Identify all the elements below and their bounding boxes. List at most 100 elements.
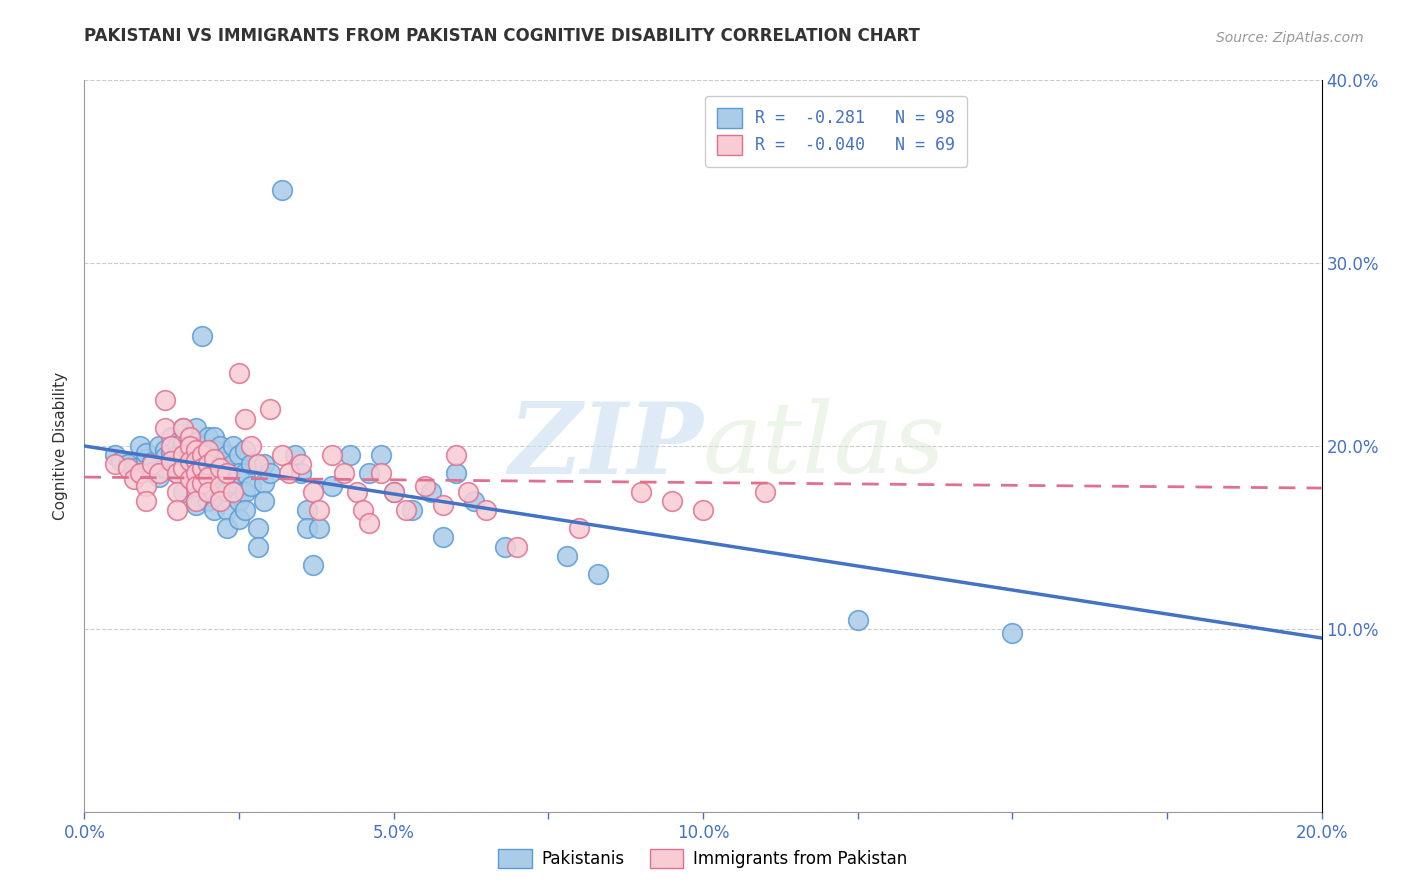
Point xyxy=(209,490,232,504)
Point xyxy=(135,446,157,460)
Point xyxy=(191,453,214,467)
Point xyxy=(271,448,294,462)
Point xyxy=(197,430,219,444)
Point xyxy=(240,458,263,472)
Point xyxy=(661,493,683,508)
Point xyxy=(166,467,188,481)
Point xyxy=(222,484,245,499)
Point xyxy=(228,493,250,508)
Point xyxy=(160,430,183,444)
Point xyxy=(568,521,591,535)
Point xyxy=(197,458,219,472)
Point xyxy=(202,430,225,444)
Point xyxy=(197,442,219,457)
Point xyxy=(259,402,281,417)
Point xyxy=(104,458,127,472)
Point xyxy=(444,448,467,462)
Point xyxy=(253,475,276,490)
Point xyxy=(215,467,238,481)
Point xyxy=(209,479,232,493)
Point xyxy=(228,467,250,481)
Point xyxy=(209,439,232,453)
Point xyxy=(432,498,454,512)
Point xyxy=(302,558,325,572)
Point xyxy=(321,448,343,462)
Point xyxy=(202,461,225,475)
Point xyxy=(357,467,380,481)
Point xyxy=(1001,625,1024,640)
Point xyxy=(179,430,201,444)
Point xyxy=(295,503,318,517)
Point xyxy=(166,448,188,462)
Point xyxy=(122,461,145,475)
Point xyxy=(290,458,312,472)
Point xyxy=(413,479,436,493)
Point xyxy=(135,451,157,466)
Point xyxy=(179,439,201,453)
Point xyxy=(148,470,170,484)
Point xyxy=(457,484,479,499)
Point xyxy=(846,613,869,627)
Point xyxy=(233,503,256,517)
Point xyxy=(692,503,714,517)
Point xyxy=(370,467,392,481)
Point xyxy=(184,453,207,467)
Point xyxy=(117,461,139,475)
Point xyxy=(191,439,214,453)
Point xyxy=(222,458,245,472)
Point xyxy=(191,329,214,343)
Point xyxy=(277,467,299,481)
Point xyxy=(179,470,201,484)
Point xyxy=(240,479,263,493)
Point xyxy=(184,435,207,450)
Point xyxy=(233,484,256,499)
Point xyxy=(184,448,207,462)
Point xyxy=(197,442,219,457)
Point xyxy=(153,461,176,475)
Point xyxy=(153,442,176,457)
Point xyxy=(432,530,454,544)
Point xyxy=(370,448,392,462)
Point xyxy=(179,430,201,444)
Point xyxy=(172,461,194,475)
Point xyxy=(222,439,245,453)
Point xyxy=(148,467,170,481)
Point xyxy=(302,484,325,499)
Point xyxy=(333,467,356,481)
Point xyxy=(135,493,157,508)
Point xyxy=(184,421,207,435)
Point xyxy=(122,472,145,486)
Point xyxy=(382,484,405,499)
Text: ZIP: ZIP xyxy=(508,398,703,494)
Point xyxy=(228,366,250,380)
Point xyxy=(494,540,516,554)
Point xyxy=(233,411,256,425)
Point xyxy=(172,421,194,435)
Point xyxy=(209,461,232,475)
Point xyxy=(215,467,238,481)
Point xyxy=(117,458,139,472)
Point xyxy=(184,498,207,512)
Point xyxy=(160,453,183,467)
Point xyxy=(259,467,281,481)
Point xyxy=(630,484,652,499)
Point xyxy=(401,503,423,517)
Point xyxy=(191,448,214,462)
Point xyxy=(215,521,238,535)
Point xyxy=(253,493,276,508)
Point xyxy=(444,467,467,481)
Point xyxy=(172,461,194,475)
Point xyxy=(160,453,183,467)
Point xyxy=(228,448,250,462)
Point xyxy=(129,439,152,453)
Y-axis label: Cognitive Disability: Cognitive Disability xyxy=(53,372,69,520)
Point xyxy=(555,549,578,563)
Point xyxy=(290,467,312,481)
Point xyxy=(395,503,418,517)
Point xyxy=(352,503,374,517)
Point xyxy=(172,448,194,462)
Point xyxy=(463,493,485,508)
Point xyxy=(209,453,232,467)
Point xyxy=(419,484,441,499)
Point xyxy=(141,465,163,479)
